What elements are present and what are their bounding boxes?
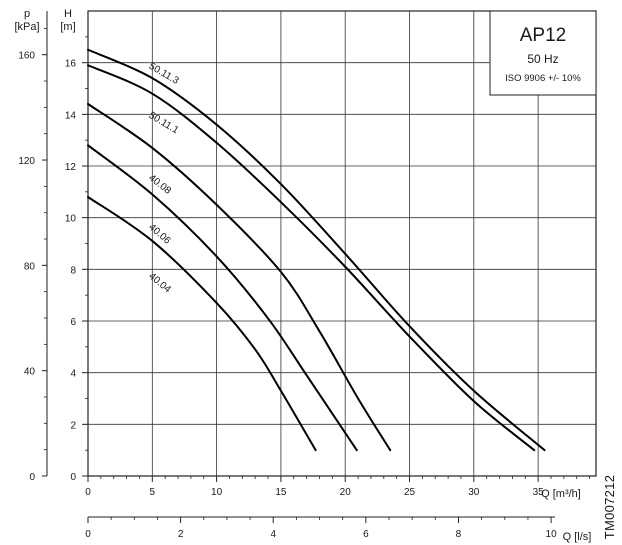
pump-curve-40-04 — [87, 196, 317, 452]
y-tick-label: 12 — [65, 162, 77, 173]
y2-tick-label: 120 — [18, 156, 35, 167]
y2-axis-symbol: p — [24, 8, 30, 20]
info-box-title: AP12 — [520, 25, 566, 46]
y-tick-label: 14 — [65, 110, 77, 121]
x2-tick-label: 8 — [456, 529, 462, 540]
pump-curves — [87, 48, 546, 452]
y-tick-label: 6 — [70, 317, 76, 328]
x-tick-label: 15 — [275, 487, 287, 498]
x2-axis-unit: Q [l/s] — [563, 531, 592, 543]
y-tick-label: 4 — [70, 369, 76, 380]
y-axis-unit: [m] — [60, 21, 75, 33]
y-tick-label: 2 — [70, 420, 76, 431]
x-tick-label: 20 — [340, 487, 352, 498]
y-axis-symbol: H — [64, 8, 72, 20]
info-box-frequency: 50 Hz — [527, 52, 558, 66]
x-tick-label: 30 — [468, 487, 480, 498]
y-tick-label: 10 — [65, 214, 77, 225]
x2-tick-label: 2 — [178, 529, 184, 540]
document-id: TM007212 — [602, 475, 617, 540]
y-tick-label: 0 — [70, 472, 76, 483]
pump-curve-40-06 — [87, 144, 358, 452]
x2-tick-label: 10 — [546, 529, 558, 540]
y2-tick-label: 80 — [24, 261, 36, 272]
info-box — [489, 10, 597, 96]
x-tick-label: 35 — [533, 487, 545, 498]
y2-tick-label: 40 — [24, 367, 36, 378]
curve-label-40-04: 40.04 — [146, 271, 173, 296]
x2-tick-label: 0 — [85, 529, 91, 540]
pump-curve-50-11-1 — [87, 64, 536, 452]
curve-label-40-06: 40.06 — [146, 222, 172, 247]
x-tick-label: 25 — [404, 487, 416, 498]
grid-lines — [88, 11, 596, 476]
x-tick-label: 5 — [150, 487, 156, 498]
y2-axis-unit: [kPa] — [14, 21, 39, 33]
y2-tick-label: 160 — [18, 51, 35, 62]
x-axis-unit: Q [m³/h] — [541, 488, 581, 500]
y2-tick-label: 0 — [29, 472, 35, 483]
pump-curve-50-11-3 — [87, 48, 546, 452]
y-tick-label: 16 — [65, 59, 77, 70]
y-tick-label: 8 — [70, 265, 76, 276]
pump-curve-40-08 — [87, 103, 392, 452]
x-tick-label: 0 — [85, 487, 91, 498]
x-tick-label: 10 — [211, 487, 223, 498]
info-box-tolerance: ISO 9906 +/- 10% — [505, 73, 581, 84]
x2-tick-label: 4 — [270, 529, 276, 540]
x2-tick-label: 6 — [363, 529, 369, 540]
